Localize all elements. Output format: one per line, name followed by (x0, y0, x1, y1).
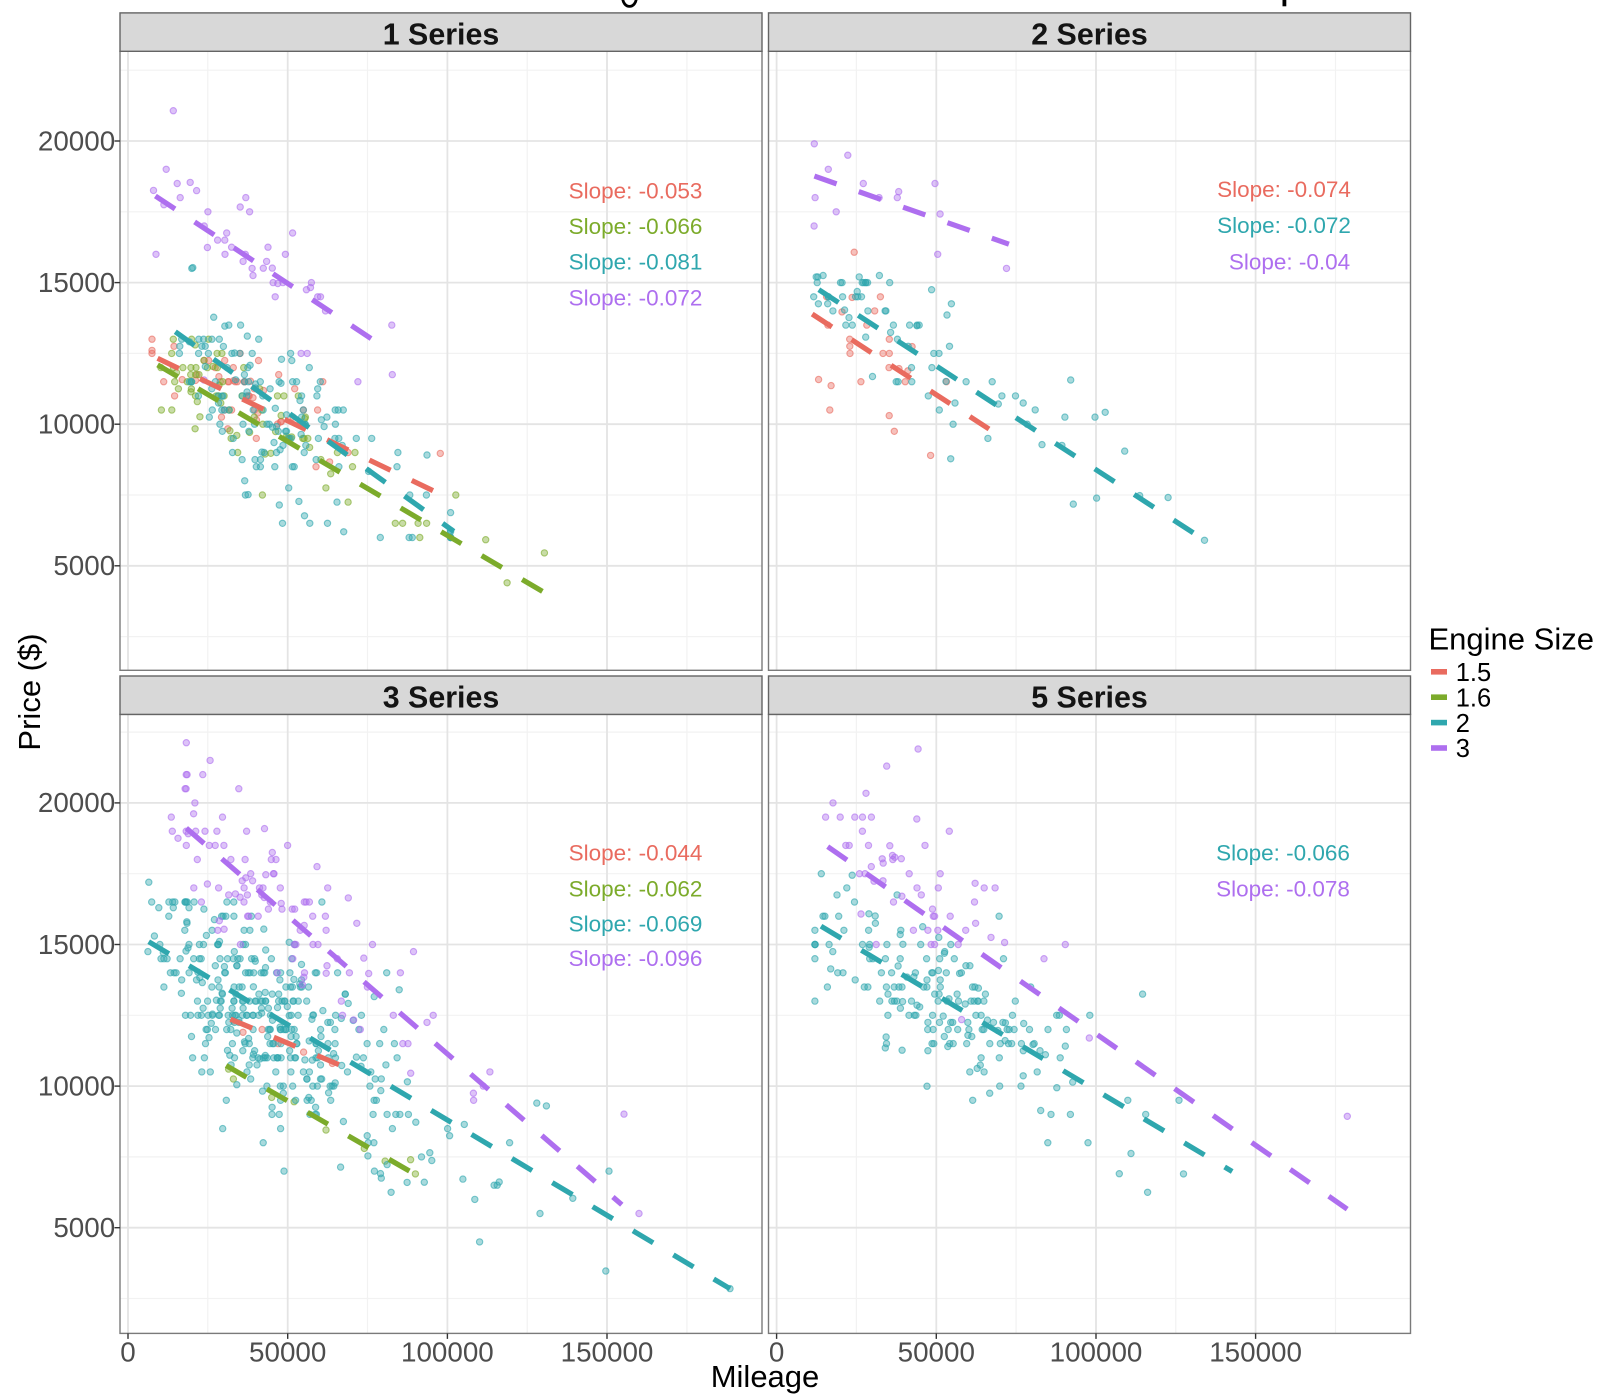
svg-text:3 Series: 3 Series (383, 681, 500, 715)
svg-text:Mileage: Mileage (711, 1359, 820, 1394)
svg-text:50000: 50000 (249, 1337, 326, 1368)
svg-text:2 Series: 2 Series (1031, 17, 1148, 51)
svg-text:20000: 20000 (38, 787, 115, 818)
svg-text:0: 0 (769, 1337, 784, 1368)
svg-text:Slope: -0.069: Slope: -0.069 (569, 912, 703, 937)
svg-text:Slope: -0.053: Slope: -0.053 (569, 179, 703, 204)
svg-text:100000: 100000 (1050, 1337, 1143, 1368)
svg-text:50000: 50000 (898, 1337, 975, 1368)
svg-text:Slope: -0.078: Slope: -0.078 (1216, 877, 1350, 902)
svg-text:5000: 5000 (53, 1212, 115, 1243)
svg-text:5 Series: 5 Series (1031, 681, 1148, 715)
svg-text:15000: 15000 (38, 929, 115, 960)
svg-text:1.5: 1.5 (1456, 659, 1491, 687)
svg-text:100000: 100000 (401, 1337, 494, 1368)
svg-text:1 Series: 1 Series (383, 17, 500, 51)
svg-text:Slope: -0.096: Slope: -0.096 (569, 946, 703, 971)
svg-text:3: 3 (1456, 735, 1470, 763)
svg-text:Engine Size: Engine Size (1429, 621, 1594, 656)
svg-text:10000: 10000 (38, 1070, 115, 1101)
svg-text:Slope: -0.066: Slope: -0.066 (569, 214, 703, 239)
svg-text:Slope: -0.04: Slope: -0.04 (1229, 249, 1350, 274)
svg-text:15000: 15000 (38, 267, 115, 298)
svg-text:150000: 150000 (561, 1337, 654, 1368)
svg-text:Slope: -0.072: Slope: -0.072 (1217, 213, 1351, 238)
svg-text:1.6: 1.6 (1456, 684, 1491, 712)
svg-text:Slope: -0.074: Slope: -0.074 (1217, 177, 1351, 202)
svg-text:Price ($): Price ($) (12, 633, 47, 750)
svg-text:2: 2 (1456, 710, 1470, 738)
svg-text:150000: 150000 (1209, 1337, 1302, 1368)
svg-text:20000: 20000 (38, 125, 115, 156)
svg-text:Slope: -0.044: Slope: -0.044 (569, 841, 703, 866)
svg-text:5000: 5000 (53, 550, 115, 581)
svg-text:Slope: -0.072: Slope: -0.072 (569, 285, 703, 310)
svg-text:10000: 10000 (38, 409, 115, 440)
svg-text:Slope: -0.062: Slope: -0.062 (569, 877, 703, 902)
svg-text:0: 0 (120, 1337, 135, 1368)
svg-text:Slope: -0.066: Slope: -0.066 (1216, 840, 1350, 865)
svg-text:Slope: -0.081: Slope: -0.081 (569, 250, 703, 275)
